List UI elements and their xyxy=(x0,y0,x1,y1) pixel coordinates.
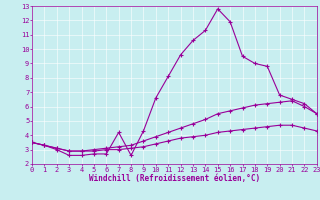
X-axis label: Windchill (Refroidissement éolien,°C): Windchill (Refroidissement éolien,°C) xyxy=(89,174,260,183)
